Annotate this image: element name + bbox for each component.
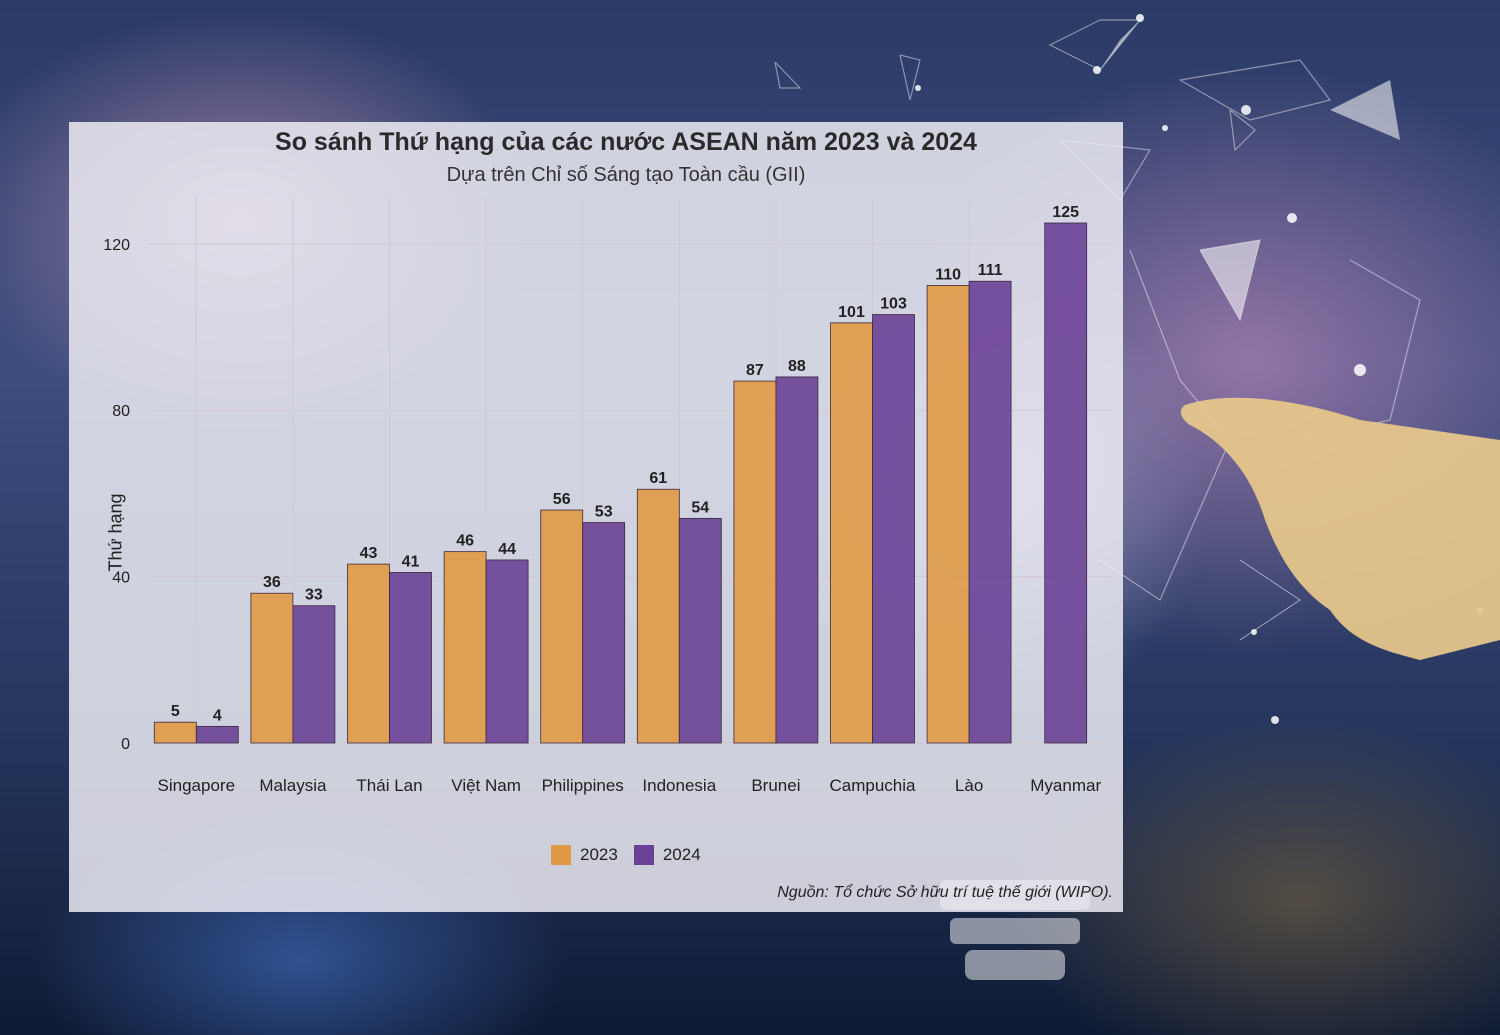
- bar-2024-Singapore: [195, 725, 239, 744]
- x-tick-label: Myanmar: [1030, 776, 1101, 795]
- value-label: 103: [880, 296, 907, 313]
- chart-title: So sánh Thứ hạng của các nước ASEAN năm …: [275, 128, 977, 156]
- value-label: 4: [213, 707, 222, 724]
- legend-label-2023: 2023: [580, 845, 618, 864]
- bar-2024-Indonesia: [678, 517, 722, 744]
- value-label: 110: [935, 266, 961, 283]
- y-tick-label: 80: [112, 403, 130, 420]
- value-label: 41: [402, 553, 420, 570]
- value-label: 43: [360, 545, 378, 562]
- legend-swatch-2023: [551, 845, 571, 865]
- bar-2023-Brunei: [733, 380, 777, 744]
- value-label: 44: [498, 541, 516, 558]
- value-label: 46: [456, 533, 474, 550]
- y-tick-label: 40: [112, 570, 130, 587]
- value-label: 61: [649, 470, 667, 487]
- value-label: 36: [263, 574, 281, 591]
- x-tick-label: Brunei: [751, 776, 800, 795]
- bar-2024-Brunei: [775, 376, 819, 744]
- x-tick-label: Campuchia: [830, 776, 917, 795]
- bar-2023-Indonesia: [636, 488, 680, 744]
- value-label: 87: [746, 362, 764, 379]
- bar-2024-Thái Lan: [389, 572, 432, 744]
- value-label: 56: [553, 491, 571, 508]
- x-tick-label: Singapore: [158, 776, 236, 795]
- bar-2023-Philippines: [540, 509, 584, 744]
- value-label: 53: [595, 504, 613, 521]
- value-label: 88: [788, 358, 806, 375]
- value-label: 111: [978, 262, 1003, 279]
- x-tick-label: Thái Lan: [356, 776, 422, 795]
- bar-2023-Lào: [926, 284, 970, 744]
- y-tick-label: 120: [103, 237, 130, 254]
- legend-item-2024: 2024: [633, 845, 701, 865]
- legend-item-2023: 2023: [551, 845, 618, 865]
- bar-2024-Lào: [968, 280, 1012, 744]
- value-label: 101: [838, 304, 865, 321]
- value-label: 5: [171, 703, 180, 720]
- bar-2023-Malaysia: [250, 592, 294, 744]
- bar-2023-Campuchia: [830, 322, 873, 744]
- chart-subtitle: Dựa trên Chỉ số Sáng tạo Toàn cầu (GII): [446, 164, 806, 186]
- bar-2024-Philippines: [582, 522, 626, 744]
- bar-2023-Việt Nam: [443, 551, 487, 744]
- bars-layer: [153, 222, 1088, 744]
- source-note: Nguồn: Tổ chức Sở hữu trí tuệ thế giới (…: [777, 884, 1113, 901]
- legend-swatch-2024: [633, 845, 654, 865]
- y-tick-label: 0: [121, 736, 130, 753]
- chart-panel: 0 40 80 120 5 4 Singapore 36 33 Malaysia 43 41 Thái …: [69, 122, 1123, 912]
- bar-2024-Campuchia: [872, 314, 915, 744]
- bar-2023-Thái Lan: [347, 563, 390, 744]
- x-tick-label: Malaysia: [259, 776, 327, 795]
- x-tick-label: Việt Nam: [451, 776, 521, 795]
- x-tick-label: Indonesia: [642, 776, 716, 795]
- x-tick-label: Lào: [955, 776, 983, 795]
- bar-2024-Việt Nam: [485, 559, 529, 744]
- legend: 2023 2024: [551, 845, 717, 865]
- x-tick-label: Philippines: [542, 776, 624, 795]
- value-label: 125: [1052, 204, 1079, 221]
- y-axis-label: Thứ hạng: [105, 493, 126, 572]
- value-label: 54: [691, 499, 709, 516]
- bar-2023-Singapore: [153, 721, 197, 744]
- legend-label-2024: 2024: [662, 845, 701, 864]
- bar-2024-Myanmar: [1044, 222, 1088, 744]
- bar-2024-Malaysia: [292, 605, 336, 744]
- value-label: 33: [305, 587, 323, 604]
